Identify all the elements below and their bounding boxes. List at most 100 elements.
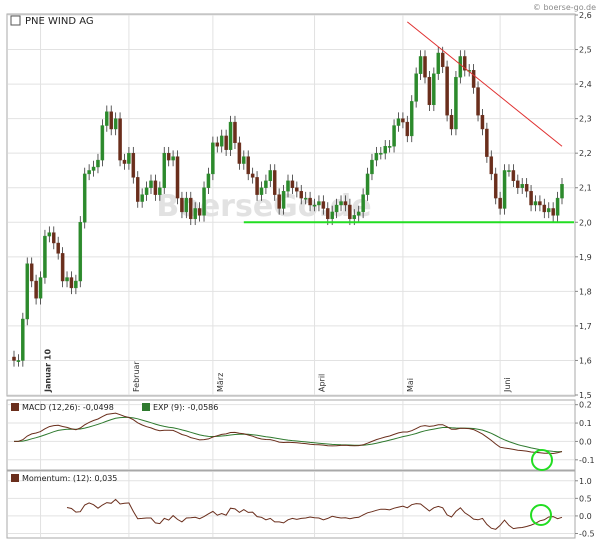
candle-body: [507, 170, 511, 172]
candle-body: [184, 197, 189, 213]
candle-body: [219, 135, 224, 147]
candle-body: [47, 232, 52, 237]
candle-body: [533, 201, 538, 206]
candle-body: [56, 242, 60, 254]
candle-body: [511, 170, 516, 182]
candle-body: [144, 187, 149, 195]
candle-body: [352, 215, 357, 220]
candle-body: [427, 76, 432, 106]
macd-highlight-circle: [531, 449, 553, 471]
price-axis: 2,6 2,5 2,4 2,3 2,2 2,1 2,0 1,9 1,8 1,7 1,6 1,5: [575, 11, 592, 400]
candle-body: [100, 125, 105, 161]
candle-body: [546, 208, 551, 213]
price-tick-label: 1,6: [579, 356, 592, 365]
candle-body: [542, 204, 547, 213]
candle-body: [387, 146, 392, 148]
candle-body: [493, 173, 498, 199]
candle-body: [113, 118, 118, 130]
price-panel: [6, 13, 576, 397]
candle-body: [418, 56, 423, 74]
candle-body: [268, 170, 273, 182]
candle-body: [436, 52, 441, 74]
candle-body: [308, 197, 312, 206]
candle-body: [135, 177, 140, 202]
candle-body: [454, 76, 458, 130]
candle-body: [445, 66, 449, 116]
candlestick-series: [12, 46, 564, 367]
price-tick-label: 1,7: [579, 322, 592, 331]
candle-body: [365, 173, 370, 195]
candle-body: [312, 204, 317, 207]
resistance-trendline: [407, 21, 563, 147]
candle-body: [516, 180, 520, 188]
momentum-axis: 1.0 0.5 0.0 -0.5: [575, 477, 595, 538]
candle-body: [65, 277, 69, 282]
candle-body: [476, 87, 480, 116]
candle-body: [29, 263, 34, 282]
candle-body: [281, 190, 286, 209]
candle-body: [242, 156, 246, 164]
price-tick-label: 2,5: [579, 46, 592, 55]
month-label: Mai: [406, 378, 415, 392]
candle-body: [321, 201, 326, 209]
source-label: © boerse-go.de: [533, 3, 596, 12]
momentum-highlight-circle: [530, 504, 552, 526]
candle-body: [171, 156, 175, 161]
candle-body: [317, 201, 321, 206]
candle-body: [463, 56, 467, 71]
candle-body: [250, 173, 255, 178]
macd-legend-label: MACD (12,26): -0,0498: [22, 403, 114, 412]
candle-body: [405, 121, 410, 137]
candle-body: [127, 152, 131, 164]
candle-body: [374, 152, 379, 161]
candle-body: [82, 173, 87, 223]
candle-body: [555, 197, 560, 216]
price-tick-label: 2,2: [579, 149, 592, 158]
momentum-line: [66, 498, 563, 530]
candle-body: [224, 135, 228, 150]
month-label: Januar 10: [44, 349, 53, 393]
candle-body: [392, 125, 396, 147]
indicator-tick-label: 0.2: [579, 401, 592, 410]
candle-body: [485, 128, 489, 157]
indicator-tick-label: 1.0: [579, 477, 592, 486]
price-tick-label: 2,0: [579, 218, 592, 227]
macd-legend-swatch: [11, 403, 19, 411]
indicator-tick-label: 0.0: [579, 512, 592, 521]
candle-body: [538, 201, 542, 206]
candle-body: [498, 197, 502, 209]
month-label: Februar: [132, 361, 141, 392]
candle-body: [189, 197, 193, 220]
candle-body: [175, 156, 180, 199]
month-axis: Januar 10 Februar März April Mai Juni: [44, 349, 513, 393]
candle-body: [303, 197, 308, 200]
momentum-grid: [8, 472, 574, 537]
indicator-tick-label: -0.5: [579, 529, 595, 538]
candle-body: [264, 180, 268, 188]
candle-body: [502, 170, 507, 209]
candle-body: [12, 356, 16, 361]
price-tick-label: 2,6: [579, 11, 592, 20]
candle-body: [21, 318, 25, 361]
candle-body: [34, 280, 38, 299]
exp-legend-swatch: [142, 403, 150, 411]
price-tick-label: 1,9: [579, 253, 592, 262]
candle-body: [520, 184, 524, 188]
candle-body: [295, 187, 299, 192]
indicator-tick-label: 0.0: [579, 437, 592, 446]
macd-axis: 0.2 0.1 0.0 -0.1: [575, 401, 595, 465]
candle-body: [96, 159, 100, 168]
candle-body: [255, 177, 259, 195]
candle-body: [414, 73, 418, 102]
candle-body: [140, 194, 144, 202]
macd-panel: [6, 399, 576, 471]
candle-body: [91, 166, 96, 171]
candle-body: [471, 70, 476, 88]
month-label: April: [318, 374, 327, 392]
candle-body: [233, 121, 237, 144]
candle-body: [74, 280, 78, 289]
candle-body: [551, 208, 555, 216]
price-tick-label: 2,4: [579, 80, 592, 89]
candle-body: [379, 152, 383, 155]
candle-body: [25, 263, 30, 320]
